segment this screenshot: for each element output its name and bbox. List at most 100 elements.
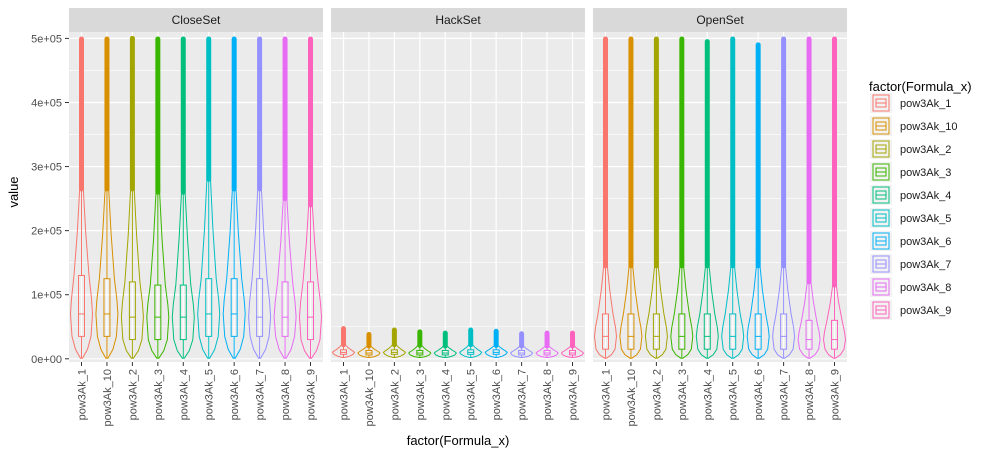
x-tick-label: pow3Ak_2 bbox=[389, 369, 401, 420]
legend-label: pow3Ak_8 bbox=[900, 282, 951, 294]
legend-key-pow3Ak_1 bbox=[872, 94, 890, 112]
violin-pow3Ak_10 bbox=[357, 333, 381, 358]
x-tick-label: pow3Ak_5 bbox=[466, 369, 478, 420]
violin-pow3Ak_2 bbox=[382, 329, 407, 358]
x-tick-label: pow3Ak_3 bbox=[153, 369, 165, 420]
violin-pow3Ak_9 bbox=[822, 38, 847, 359]
legend-key-pow3Ak_7 bbox=[872, 255, 890, 273]
y-tick-label: 2e+05 bbox=[31, 226, 62, 238]
legend-key-pow3Ak_9 bbox=[872, 301, 890, 319]
x-tick-label: pow3Ak_3 bbox=[415, 369, 427, 420]
x-tick-label: pow3Ak_7 bbox=[255, 369, 267, 420]
x-tick-label: pow3Ak_5 bbox=[204, 369, 216, 420]
violin-pow3Ak_3 bbox=[670, 38, 694, 359]
x-tick-label: pow3Ak_7 bbox=[517, 369, 529, 420]
legend-key-pow3Ak_5 bbox=[872, 209, 890, 227]
facet-strip-label: CloseSet bbox=[172, 13, 221, 27]
legend-title: factor(Formula_x) bbox=[869, 79, 972, 94]
violin-pow3Ak_6 bbox=[484, 330, 508, 358]
x-tick-label: pow3Ak_4 bbox=[178, 369, 190, 420]
x-tick-label: pow3Ak_4 bbox=[702, 369, 714, 420]
facet-strip bbox=[593, 8, 847, 32]
x-tick-label: pow3Ak_6 bbox=[229, 369, 241, 420]
legend: factor(Formula_x) pow3Ak_1 pow3Ak_10 pow3A… bbox=[869, 79, 972, 320]
violin-pow3Ak_2 bbox=[644, 38, 668, 359]
panel-openset: OpenSet pow3Ak_1 pow3Ak_10 pow3Ak_2 pow3Ak_3… bbox=[593, 8, 847, 427]
violin-pow3Ak_4 bbox=[171, 38, 195, 359]
x-tick-label: pow3Ak_9 bbox=[830, 369, 842, 420]
violin-pow3Ak_5 bbox=[721, 38, 745, 359]
violin-pow3Ak_1 bbox=[69, 38, 94, 359]
x-tick-label: pow3Ak_9 bbox=[306, 369, 318, 420]
x-tick-label: pow3Ak_8 bbox=[280, 369, 292, 420]
facet-strip-label: OpenSet bbox=[696, 13, 744, 27]
facet-strip bbox=[69, 8, 323, 32]
panel-closeset: CloseSet pow3Ak_1 pow3Ak_10 pow3Ak_2 pow3Ak_… bbox=[69, 8, 323, 427]
legend-key-pow3Ak_3 bbox=[872, 163, 890, 181]
violin-pow3Ak_1 bbox=[593, 38, 618, 359]
x-tick-label: pow3Ak_4 bbox=[440, 369, 452, 420]
legend-key-pow3Ak_2 bbox=[872, 140, 890, 158]
facet-strip bbox=[331, 8, 585, 32]
facet-panels: CloseSet pow3Ak_1 pow3Ak_10 pow3Ak_2 pow3Ak_… bbox=[69, 8, 847, 427]
panel-background bbox=[593, 32, 847, 362]
x-tick-label: pow3Ak_2 bbox=[651, 369, 663, 420]
x-tick-label: pow3Ak_1 bbox=[601, 369, 613, 420]
y-tick-label: 1e+05 bbox=[31, 290, 62, 302]
x-tick-label: pow3Ak_1 bbox=[77, 369, 89, 420]
y-axis-label: value bbox=[6, 176, 21, 207]
y-axis: 0e+00 1e+05 2e+05 3e+05 4e+05 5e+05 bbox=[31, 33, 69, 366]
violin-pow3Ak_8 bbox=[797, 38, 821, 359]
x-tick-label: pow3Ak_10 bbox=[626, 369, 638, 427]
legend-label: pow3Ak_6 bbox=[900, 236, 951, 248]
violin-pow3Ak_10 bbox=[619, 38, 643, 359]
x-tick-label: pow3Ak_1 bbox=[339, 369, 351, 420]
violin-pow3Ak_9 bbox=[298, 38, 323, 359]
violin-pow3Ak_2 bbox=[120, 37, 144, 359]
violin-pow3Ak_8 bbox=[535, 332, 559, 358]
violin-pow3Ak_5 bbox=[197, 38, 221, 359]
violin-pow3Ak_7 bbox=[509, 333, 534, 358]
violin-pow3Ak_5 bbox=[459, 329, 483, 358]
x-tick-label: pow3Ak_10 bbox=[364, 369, 376, 427]
legend-key-pow3Ak_8 bbox=[872, 278, 890, 296]
violin-pow3Ak_6 bbox=[222, 38, 246, 359]
violin-pow3Ak_1 bbox=[331, 328, 356, 358]
violin-pow3Ak_10 bbox=[95, 38, 119, 359]
y-tick-label: 4e+05 bbox=[31, 97, 62, 109]
violin-pow3Ak_3 bbox=[146, 38, 170, 359]
legend-key-pow3Ak_4 bbox=[872, 186, 890, 204]
violin-pow3Ak_4 bbox=[433, 332, 457, 358]
violin-pow3Ak_4 bbox=[695, 41, 719, 359]
legend-key-pow3Ak_6 bbox=[872, 232, 890, 250]
x-tick-label: pow3Ak_3 bbox=[677, 369, 689, 420]
x-tick-label: pow3Ak_6 bbox=[753, 369, 765, 420]
y-tick-label: 5e+05 bbox=[31, 33, 62, 45]
violin-pow3Ak_3 bbox=[408, 331, 432, 358]
violin-pow3Ak_6 bbox=[746, 44, 770, 359]
x-tick-label: pow3Ak_8 bbox=[804, 369, 816, 420]
legend-label: pow3Ak_5 bbox=[900, 213, 951, 225]
y-tick-label: 3e+05 bbox=[31, 162, 62, 174]
panel-background bbox=[331, 32, 585, 362]
violin-pow3Ak_7 bbox=[248, 38, 272, 359]
panel-background bbox=[69, 32, 323, 362]
panel-hackset: HackSet pow3Ak_1 pow3Ak_10 pow3Ak_2 pow3Ak_3… bbox=[331, 8, 585, 427]
x-tick-label: pow3Ak_2 bbox=[127, 369, 139, 420]
x-tick-label: pow3Ak_8 bbox=[542, 369, 554, 420]
legend-label: pow3Ak_1 bbox=[900, 98, 951, 110]
facet-strip-label: HackSet bbox=[435, 13, 481, 27]
violin-pow3Ak_7 bbox=[772, 38, 796, 359]
legend-label: pow3Ak_10 bbox=[900, 121, 958, 133]
x-tick-label: pow3Ak_5 bbox=[728, 369, 740, 420]
legend-label: pow3Ak_4 bbox=[900, 190, 951, 202]
legend-key-pow3Ak_10 bbox=[872, 117, 890, 135]
x-tick-label: pow3Ak_6 bbox=[491, 369, 503, 420]
x-tick-label: pow3Ak_9 bbox=[568, 369, 580, 420]
x-tick-label: pow3Ak_7 bbox=[779, 369, 791, 420]
x-axis-label: factor(Formula_x) bbox=[407, 433, 510, 448]
legend-label: pow3Ak_9 bbox=[900, 305, 951, 317]
legend-label: pow3Ak_2 bbox=[900, 144, 951, 156]
legend-label: pow3Ak_7 bbox=[900, 259, 951, 271]
